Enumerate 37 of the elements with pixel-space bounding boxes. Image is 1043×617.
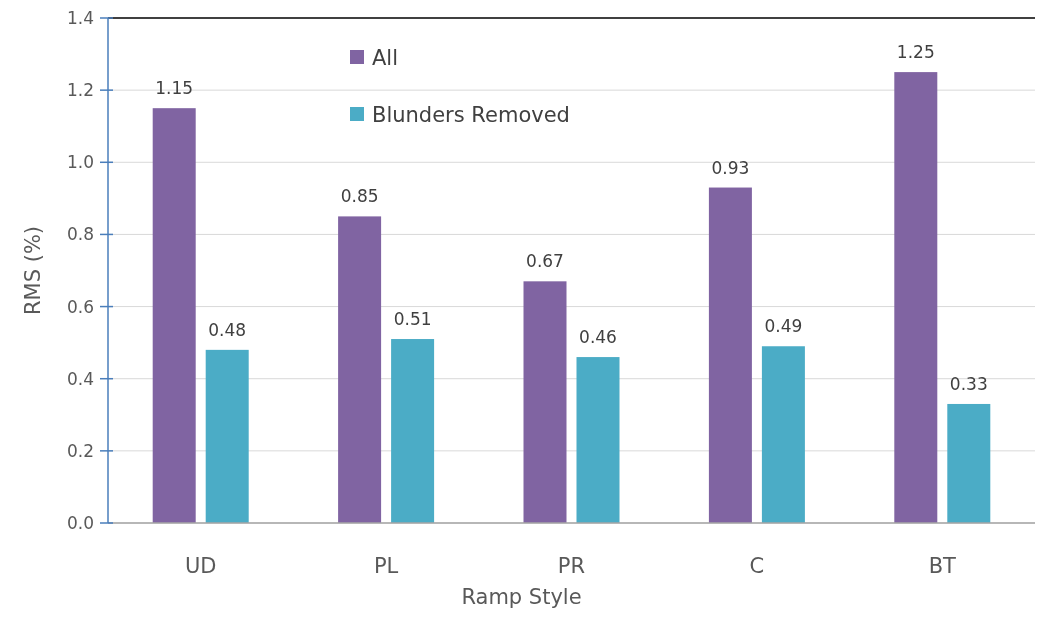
x-tick-label: BT [928,554,957,578]
x-axis-title: Ramp Style [461,585,582,609]
bar [391,339,435,523]
x-tick-label: PR [557,554,586,578]
data-label: 0.33 [949,373,988,394]
data-label: 1.25 [896,42,935,63]
y-tick-label: 0.2 [66,440,94,461]
bar [523,281,567,523]
bar [576,357,620,523]
data-label: 0.93 [711,157,750,178]
y-tick-label: 1.2 [66,80,94,101]
bar [894,72,938,523]
y-tick-label: 0.6 [66,296,94,317]
y-tick-label: 0.8 [66,224,94,245]
bar [761,346,805,523]
bar [708,187,752,523]
legend-label: All [372,46,399,71]
y-tick-label: 1.4 [66,7,94,28]
bar [947,403,991,523]
data-label: 1.15 [155,78,194,99]
data-label: 0.49 [764,316,803,337]
data-label: 0.85 [340,186,379,207]
x-tick-label: UD [184,554,217,578]
legend-label: Blunders Removed [372,103,570,128]
bar [205,349,249,523]
data-label: 0.67 [526,251,564,272]
y-tick-label: 0.0 [66,512,94,533]
data-label: 0.46 [579,327,617,348]
y-tick-label: 1.0 [66,152,94,173]
data-label: 0.48 [208,319,247,340]
bar [152,108,196,523]
y-axis-title: RMS (%) [21,225,45,316]
y-tick-label: 0.4 [66,368,94,389]
data-label: 0.51 [393,309,432,330]
bar [338,216,382,523]
x-tick-label: C [749,554,765,578]
x-tick-label: PL [373,554,399,578]
